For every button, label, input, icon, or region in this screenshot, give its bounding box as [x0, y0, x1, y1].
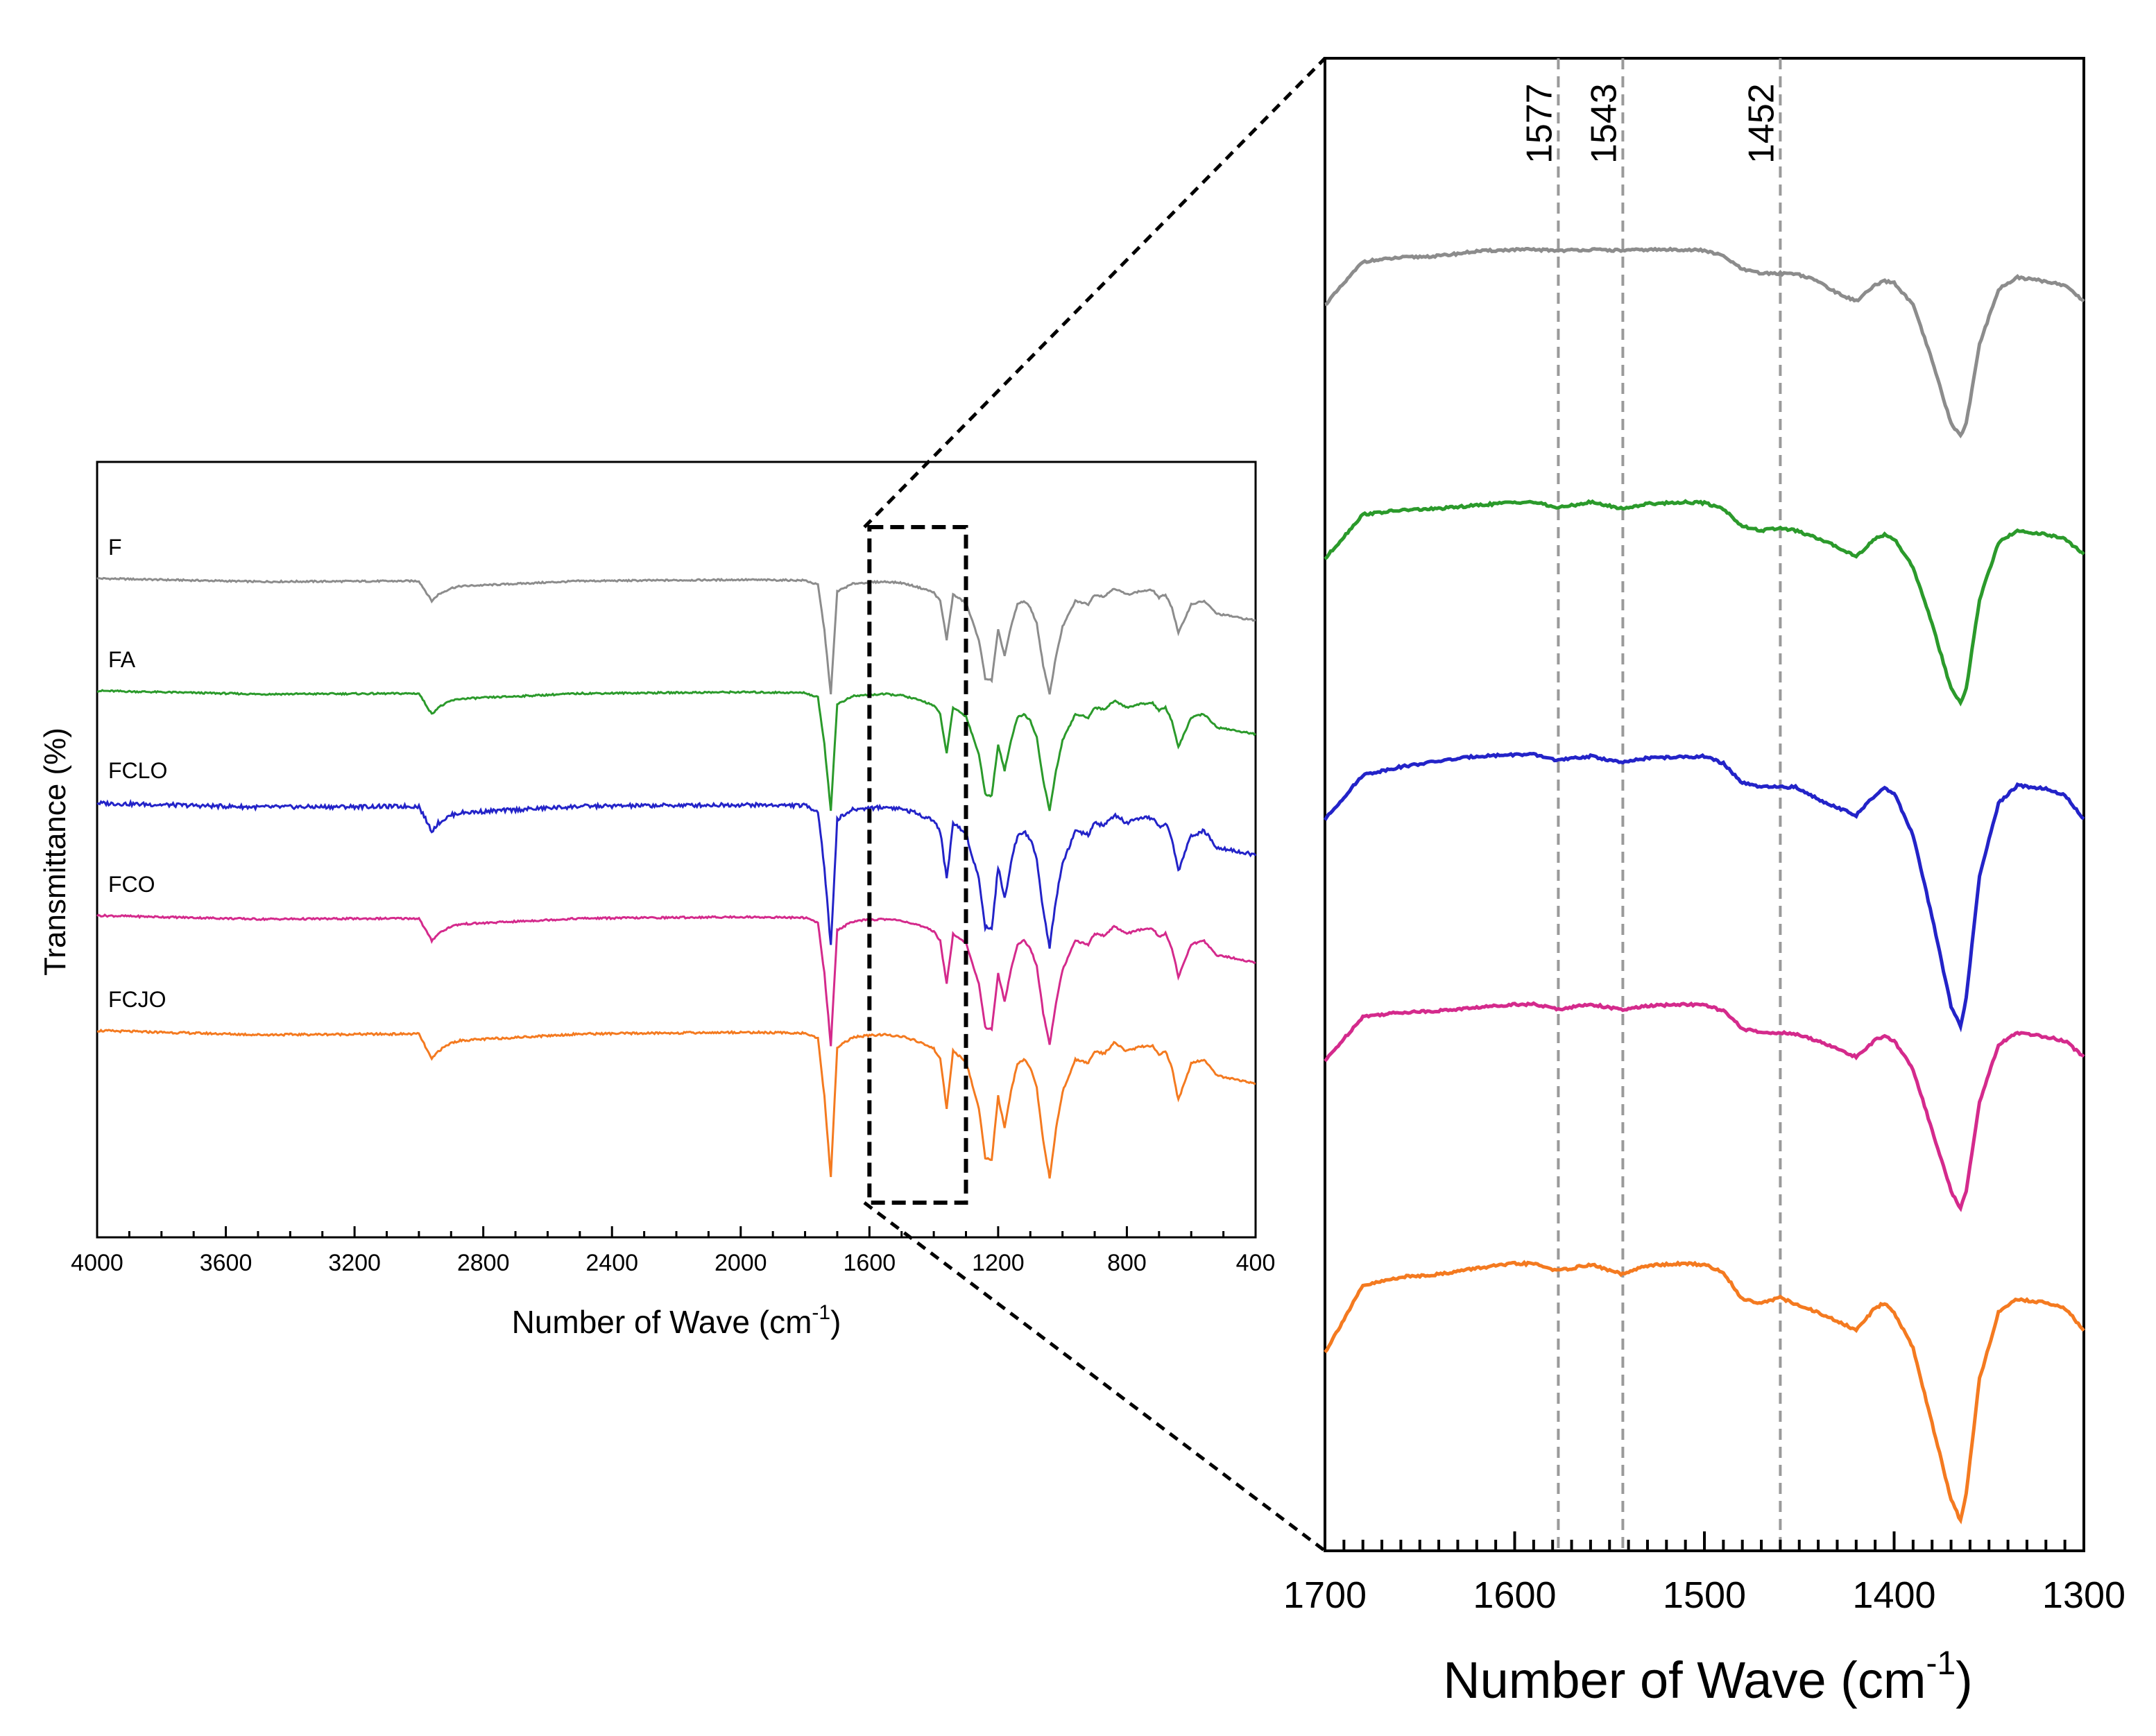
right-plot-frame: [1324, 57, 2085, 1552]
left-tick-label: 1600: [844, 1250, 896, 1276]
full-spectrum-panel: F FA FCLO FCO FCJO 4000 3600 3200 2800 2400 2000 1…: [38, 461, 1275, 1340]
left-tick-label: 800: [1107, 1250, 1147, 1276]
left-label-f: F: [108, 535, 122, 560]
left-label-fa: FA: [108, 647, 136, 672]
left-tick-label: 4000: [71, 1250, 123, 1276]
zoom-connector-bottom: [863, 1201, 1326, 1552]
right-x-axis-label: Number of Wave (cm-1): [1443, 1645, 1973, 1709]
zoom-spectrum-panel: 1577 1543 1452 1700 1600 1500 1400 1300 Number…: [1283, 57, 2125, 1709]
right-line-fco: [1324, 1001, 2085, 1212]
right-tick-label: 1300: [2042, 1574, 2125, 1616]
reference-lines: 1577 1543 1452: [1519, 58, 1782, 1551]
left-label-fclo: FCLO: [108, 758, 167, 783]
left-y-axis-label: Transmittance (%): [38, 728, 72, 976]
right-tick-label: 1500: [1663, 1574, 1746, 1616]
left-tick-label: 3600: [200, 1250, 253, 1276]
left-line-fco: [96, 913, 1256, 1047]
left-line-f: [96, 576, 1256, 695]
right-tick-label: 1600: [1473, 1574, 1556, 1616]
left-tick-label: 2400: [585, 1250, 638, 1276]
left-line-fclo: [96, 798, 1257, 949]
left-tick-label: 2800: [457, 1250, 510, 1276]
left-series-group: [96, 576, 1257, 1179]
right-tick-label: 1700: [1283, 1574, 1367, 1616]
right-series-group: [1323, 246, 2085, 1524]
reference-label-1452: 1452: [1741, 83, 1781, 164]
left-label-fcjo: FCJO: [108, 987, 166, 1012]
left-tick-label: 1200: [972, 1250, 1025, 1276]
reference-label-1577: 1577: [1519, 83, 1559, 164]
reference-label-1543: 1543: [1584, 83, 1624, 164]
right-x-ticks: [1324, 1531, 2085, 1551]
left-plot-frame: [96, 461, 1257, 1239]
left-x-tick-labels: 4000 3600 3200 2800 2400 2000 1600 1200 800 400: [71, 1250, 1275, 1276]
right-line-fcjo: [1324, 1260, 2085, 1524]
left-tick-label: 3200: [328, 1250, 381, 1276]
right-line-fclo: [1323, 751, 2085, 1033]
zoom-connector-top: [863, 57, 1326, 528]
right-tick-label: 1400: [1852, 1574, 1935, 1616]
left-label-fco: FCO: [108, 872, 155, 897]
zoom-region-box: [867, 525, 968, 1205]
right-x-tick-labels: 1700 1600 1500 1400 1300: [1283, 1574, 2125, 1616]
left-series-labels: F FA FCLO FCO FCJO: [108, 535, 167, 1012]
right-line-fa: [1324, 499, 2085, 707]
left-tick-label: 2000: [715, 1250, 767, 1276]
left-line-fa: [97, 689, 1257, 811]
right-line-f: [1324, 246, 2085, 439]
left-x-ticks: [96, 1226, 1257, 1237]
left-x-axis-label: Number of Wave (cm-1): [512, 1301, 841, 1340]
left-line-fcjo: [96, 1029, 1256, 1179]
left-tick-label: 400: [1236, 1250, 1276, 1276]
